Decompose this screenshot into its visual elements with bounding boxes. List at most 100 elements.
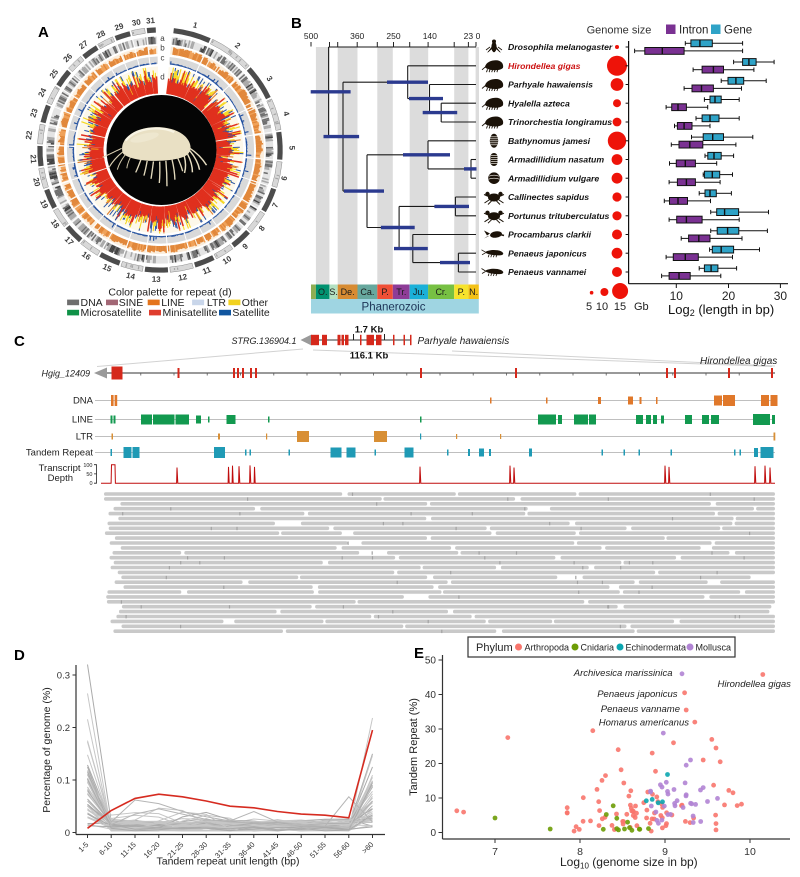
- svg-text:19: 19: [38, 198, 50, 210]
- svg-text:Tr.: Tr.: [396, 287, 406, 297]
- svg-text:Armadillidium nasatum: Armadillidium nasatum: [507, 155, 604, 165]
- svg-text:0: 0: [476, 31, 481, 41]
- svg-text:50: 50: [425, 656, 437, 667]
- svg-text:Hirondellea gigas: Hirondellea gigas: [508, 61, 581, 71]
- svg-text:23: 23: [28, 107, 39, 119]
- svg-text:7: 7: [270, 201, 280, 209]
- svg-text:20: 20: [425, 759, 437, 770]
- svg-text:10: 10: [221, 254, 234, 267]
- svg-text:S.: S.: [329, 287, 338, 297]
- svg-text:Penaeus vannamei: Penaeus vannamei: [508, 267, 587, 277]
- svg-text:Percentage of genome (%): Percentage of genome (%): [41, 687, 53, 813]
- svg-text:11-15: 11-15: [118, 840, 138, 860]
- svg-text:Penaeus japonicus: Penaeus japonicus: [597, 689, 678, 700]
- svg-text:SINE: SINE: [119, 297, 144, 309]
- svg-text:DNA: DNA: [81, 297, 103, 309]
- svg-text:11: 11: [201, 265, 213, 277]
- svg-text:Genome size: Genome size: [587, 25, 652, 37]
- svg-text:56-60: 56-60: [332, 840, 352, 860]
- svg-text:29: 29: [114, 21, 126, 32]
- svg-text:51-55: 51-55: [308, 840, 328, 860]
- svg-text:6-10: 6-10: [97, 840, 114, 857]
- svg-text:15: 15: [614, 301, 626, 313]
- svg-text:Ca.: Ca.: [360, 287, 374, 297]
- svg-text:4: 4: [281, 110, 291, 117]
- svg-text:Parhyale hawaiensis: Parhyale hawaiensis: [508, 80, 593, 90]
- svg-text:250: 250: [386, 31, 400, 41]
- svg-text:Armadillidium vulgare: Armadillidium vulgare: [507, 173, 599, 183]
- svg-text:Cr.: Cr.: [435, 287, 447, 297]
- svg-text:LTR: LTR: [76, 432, 93, 443]
- svg-text:Parhyale hawaiensis: Parhyale hawaiensis: [418, 336, 510, 347]
- svg-text:B: B: [291, 15, 302, 32]
- svg-text:40: 40: [425, 690, 437, 701]
- svg-text:Color palette for repeat (d): Color palette for repeat (d): [108, 287, 231, 299]
- svg-text:26: 26: [62, 51, 75, 64]
- svg-text:b: b: [160, 44, 165, 53]
- svg-text:P.: P.: [458, 287, 465, 297]
- svg-text:12: 12: [178, 272, 189, 283]
- svg-text:Bathynomus jamesi: Bathynomus jamesi: [508, 136, 591, 146]
- svg-text:22: 22: [24, 130, 34, 141]
- svg-text:Mollusca: Mollusca: [696, 643, 732, 653]
- svg-text:Hirondellea gigas: Hirondellea gigas: [700, 356, 777, 367]
- svg-text:C: C: [14, 333, 25, 350]
- svg-text:Intron: Intron: [679, 25, 708, 37]
- svg-text:Phanerozoic: Phanerozoic: [362, 302, 426, 314]
- svg-text:Drosophila melanogaster: Drosophila melanogaster: [508, 42, 613, 52]
- svg-text:0: 0: [430, 828, 436, 839]
- svg-text:15: 15: [101, 262, 113, 274]
- svg-text:Trinorchestia longiramus: Trinorchestia longiramus: [508, 117, 612, 127]
- svg-text:100: 100: [83, 463, 92, 469]
- svg-text:Cnidaria: Cnidaria: [581, 643, 615, 653]
- svg-text:30: 30: [425, 725, 437, 736]
- svg-text:20: 20: [722, 289, 736, 303]
- svg-text:116.1 Kb: 116.1 Kb: [350, 351, 389, 362]
- svg-text:28: 28: [95, 28, 107, 40]
- svg-text:c: c: [161, 54, 165, 63]
- svg-text:Tandem Repeat (%): Tandem Repeat (%): [408, 698, 420, 796]
- svg-text:5: 5: [586, 301, 592, 313]
- svg-text:1.7 Kb: 1.7 Kb: [355, 325, 384, 336]
- svg-text:LINE: LINE: [72, 415, 93, 426]
- svg-text:27: 27: [77, 38, 90, 51]
- svg-text:5: 5: [287, 146, 296, 151]
- svg-text:Archivesica marissinica: Archivesica marissinica: [573, 668, 673, 679]
- svg-text:50: 50: [86, 472, 92, 478]
- svg-text:Tandem Repeat: Tandem Repeat: [26, 448, 93, 459]
- svg-text:21: 21: [28, 154, 37, 164]
- svg-text:Callinectes sapidus: Callinectes sapidus: [508, 192, 589, 202]
- svg-text:360: 360: [350, 31, 364, 41]
- svg-text:0.1: 0.1: [57, 775, 70, 786]
- svg-text:E: E: [414, 645, 424, 662]
- svg-text:a: a: [160, 34, 165, 43]
- svg-text:Hgig_12409: Hgig_12409: [41, 369, 90, 379]
- svg-text:Ju.: Ju.: [413, 287, 425, 297]
- svg-text:1: 1: [192, 20, 199, 30]
- svg-text:3: 3: [264, 74, 274, 83]
- svg-text:10: 10: [744, 846, 756, 858]
- svg-text:D: D: [14, 647, 25, 664]
- svg-text:500: 500: [304, 31, 318, 41]
- svg-text:O.: O.: [318, 287, 328, 297]
- svg-text:0.2: 0.2: [57, 723, 70, 734]
- svg-text:P.: P.: [381, 287, 388, 297]
- svg-text:STRG.136904.1: STRG.136904.1: [231, 336, 296, 346]
- svg-text:Arthropoda: Arthropoda: [525, 643, 570, 653]
- svg-text:LINE: LINE: [161, 297, 184, 309]
- svg-text:10: 10: [596, 301, 608, 313]
- svg-text:Gene: Gene: [724, 25, 752, 37]
- svg-text:Tandem repeat unit length (bp): Tandem repeat unit length (bp): [156, 856, 299, 868]
- svg-text:d: d: [160, 73, 164, 82]
- svg-text:Minisatellite: Minisatellite: [163, 307, 218, 319]
- svg-text:6: 6: [279, 175, 289, 182]
- svg-text:Transcript: Transcript: [39, 463, 81, 474]
- svg-text:LTR: LTR: [207, 297, 226, 309]
- svg-text:0: 0: [89, 481, 92, 487]
- svg-text:8: 8: [577, 846, 583, 858]
- svg-text:9: 9: [241, 241, 251, 251]
- svg-text:Echinodermata: Echinodermata: [626, 643, 687, 653]
- svg-text:DNA: DNA: [73, 396, 94, 407]
- svg-text:Hyalella azteca: Hyalella azteca: [508, 99, 570, 109]
- svg-text:0.3: 0.3: [57, 670, 70, 681]
